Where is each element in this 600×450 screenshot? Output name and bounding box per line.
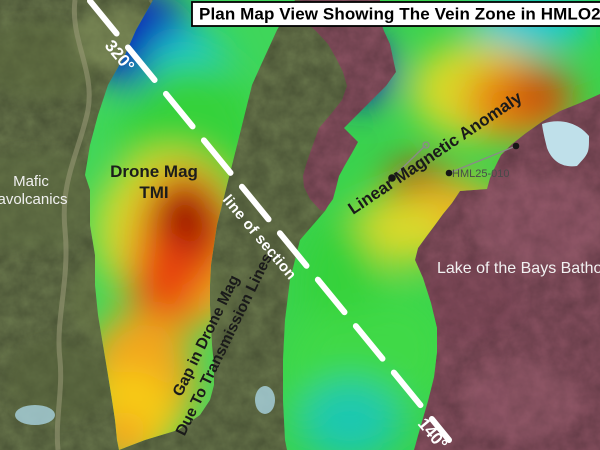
svg-text:TMI: TMI	[139, 183, 168, 202]
svg-text:Lake of the Bays Batholith: Lake of the Bays Batholith	[437, 260, 600, 277]
svg-text:Mafic: Mafic	[13, 173, 49, 190]
svg-text:Plan Map View Showing The Vein: Plan Map View Showing The Vein Zone in H…	[199, 5, 600, 24]
svg-text:Drone Mag: Drone Mag	[110, 162, 198, 181]
svg-text:HML25-010: HML25-010	[452, 168, 509, 180]
svg-text:metavolcanics: metavolcanics	[0, 191, 68, 208]
